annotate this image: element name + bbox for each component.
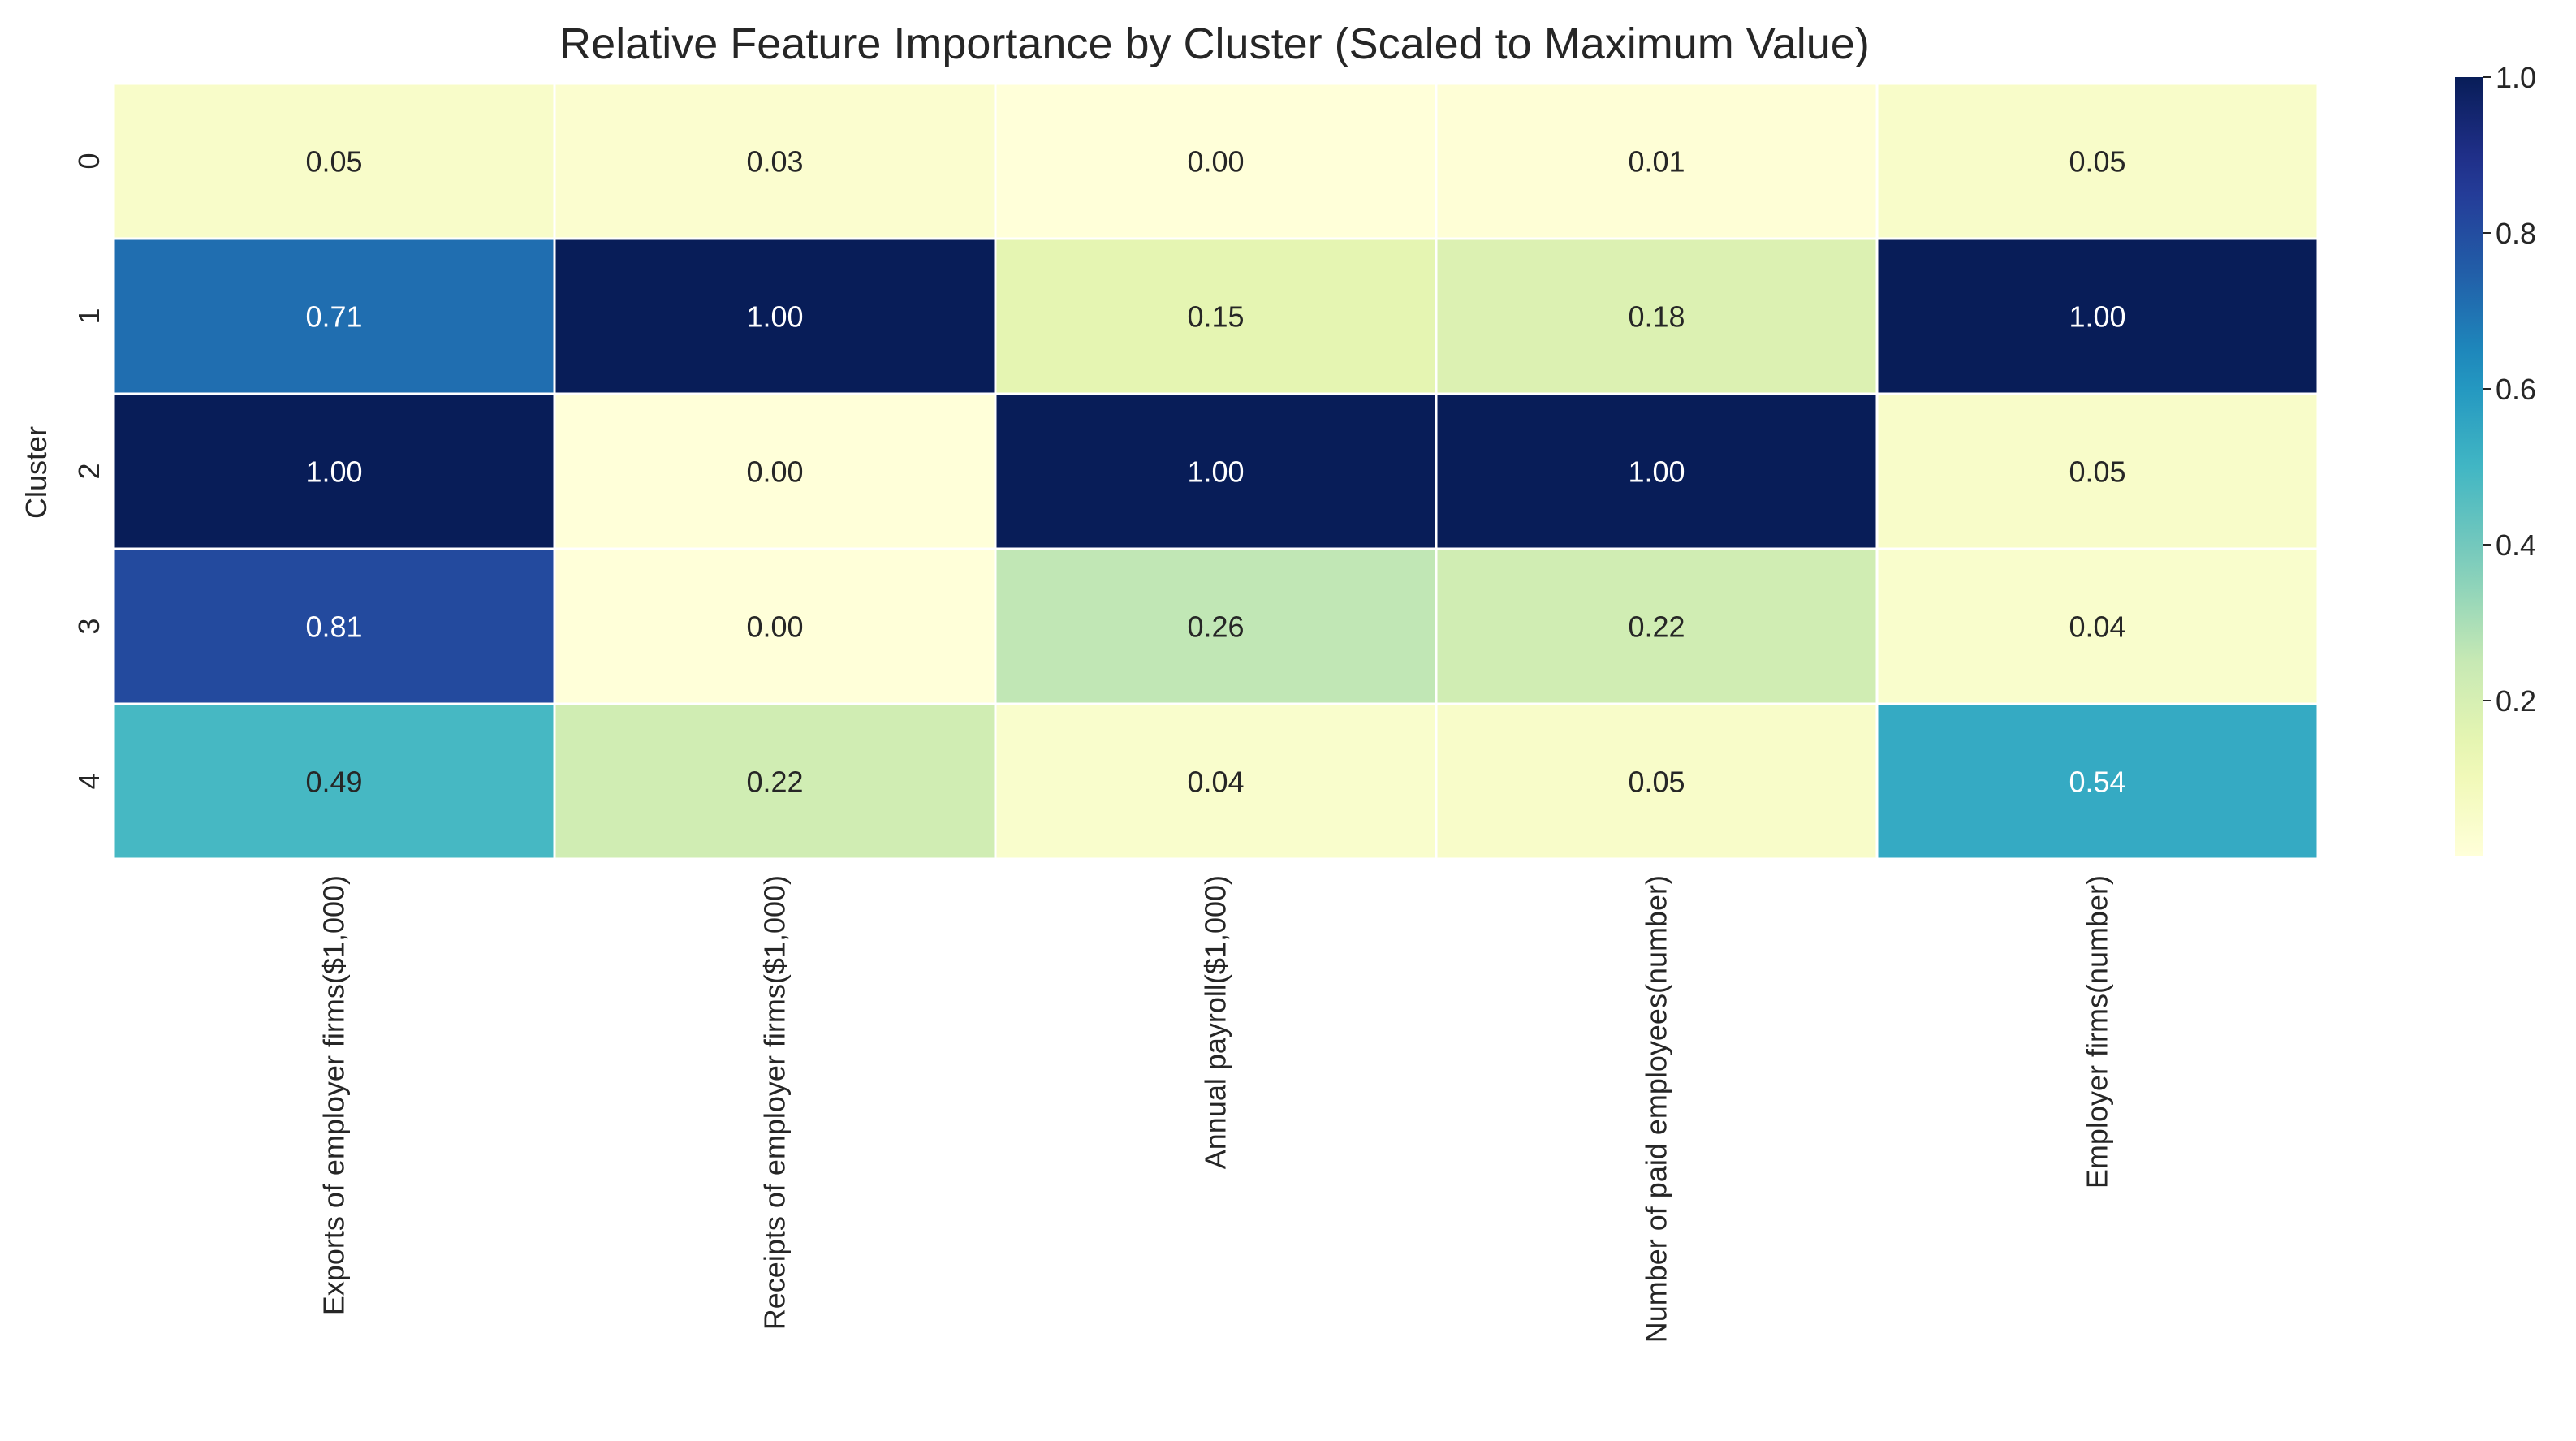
chart-title: Relative Feature Importance by Cluster (… (559, 19, 1870, 68)
heatmap-cell (112, 702, 556, 861)
colorbar-gradient (2455, 77, 2483, 856)
cell-value-label: 1.00 (1187, 455, 1244, 489)
x-tick-label: Receipts of employer firms($1,000) (758, 875, 792, 1330)
heatmap-cell (553, 82, 997, 240)
heatmap-cell (112, 237, 556, 395)
heatmap-cell (994, 702, 1438, 861)
cell-value-label: 0.22 (746, 766, 803, 799)
cell-value-label: 1.00 (305, 455, 362, 489)
cell-value-label: 0.01 (1628, 145, 1685, 179)
heatmap-cell (994, 547, 1438, 705)
cell-value-label: 0.71 (305, 300, 362, 334)
cell-value-label: 0.26 (1187, 610, 1244, 644)
heatmap-cell (1435, 547, 1879, 705)
colorbar-tick-label: 0.6 (2496, 373, 2536, 406)
y-tick-label: 2 (72, 463, 106, 479)
heatmap-cell (994, 392, 1438, 550)
colorbar-tick-label: 0.4 (2496, 529, 2536, 562)
heatmap-cell (1435, 82, 1879, 240)
cell-value-label: 0.49 (305, 766, 362, 799)
heatmap-cell (112, 547, 556, 705)
heatmap-cell (1875, 547, 2319, 705)
cell-value-label: 0.81 (305, 610, 362, 644)
heatmap-cell (112, 82, 556, 240)
cell-value-label: 0.05 (305, 145, 362, 179)
cell-value-labels: 0.05 0.03 0.00 0.01 0.05 0.71 1.00 0.15 0.18 1.00… (305, 145, 2125, 799)
x-tick-label: Exports of employer firms($1,000) (317, 875, 351, 1315)
cell-value-label: 0.18 (1628, 300, 1685, 334)
cell-value-label: 0.04 (2069, 610, 2125, 644)
colorbar-tick-label: 0.8 (2496, 217, 2536, 250)
cell-value-label: 0.22 (1628, 610, 1685, 644)
cell-value-label: 0.05 (1628, 766, 1685, 799)
y-tick-label: 4 (72, 773, 106, 789)
heatmap-cell (1875, 82, 2319, 240)
x-tick-label: Employer firms(number) (2081, 875, 2114, 1189)
colorbar-tick-label: 0.2 (2496, 684, 2536, 718)
x-tick-labels: Exports of employer firms($1,000) Receipt… (317, 875, 2114, 1343)
cell-value-label: 0.03 (746, 145, 803, 179)
heatmap-cell (553, 702, 997, 861)
cell-value-label: 1.00 (746, 300, 803, 334)
heatmap-cell (1875, 237, 2319, 395)
heatmap-cell (553, 392, 997, 550)
cell-value-label: 0.00 (746, 455, 803, 489)
heatmap-cell (1875, 392, 2319, 550)
x-tick-label: Number of paid employees(number) (1640, 875, 1673, 1343)
cell-value-label: 0.00 (746, 610, 803, 644)
y-axis-label: Cluster (19, 426, 53, 519)
cell-value-label: 0.15 (1187, 300, 1244, 334)
heatmap-cell (1875, 702, 2319, 861)
cell-value-label: 0.05 (2069, 145, 2125, 179)
cell-value-label: 0.00 (1187, 145, 1244, 179)
y-tick-label: 1 (72, 308, 106, 324)
heatmap-cell (994, 82, 1438, 240)
y-tick-label: 0 (72, 153, 106, 169)
cell-value-label: 0.05 (2069, 455, 2125, 489)
heatmap-cell (994, 237, 1438, 395)
cell-value-label: 1.00 (2069, 300, 2125, 334)
heatmap-cell (553, 547, 997, 705)
colorbar-tick-label: 1.0 (2496, 61, 2536, 94)
colorbar: 0.2 0.4 0.6 0.8 1.0 (2455, 61, 2536, 856)
y-tick-labels: 0 1 2 3 4 (72, 153, 106, 789)
cell-value-label: 1.00 (1628, 455, 1685, 489)
heatmap-cell (1435, 392, 1879, 550)
cell-value-label: 0.54 (2069, 766, 2125, 799)
x-tick-label: Annual payroll($1,000) (1199, 875, 1232, 1169)
y-tick-label: 3 (72, 618, 106, 634)
cell-value-label: 0.04 (1187, 766, 1244, 799)
heatmap-cells (112, 82, 2319, 861)
